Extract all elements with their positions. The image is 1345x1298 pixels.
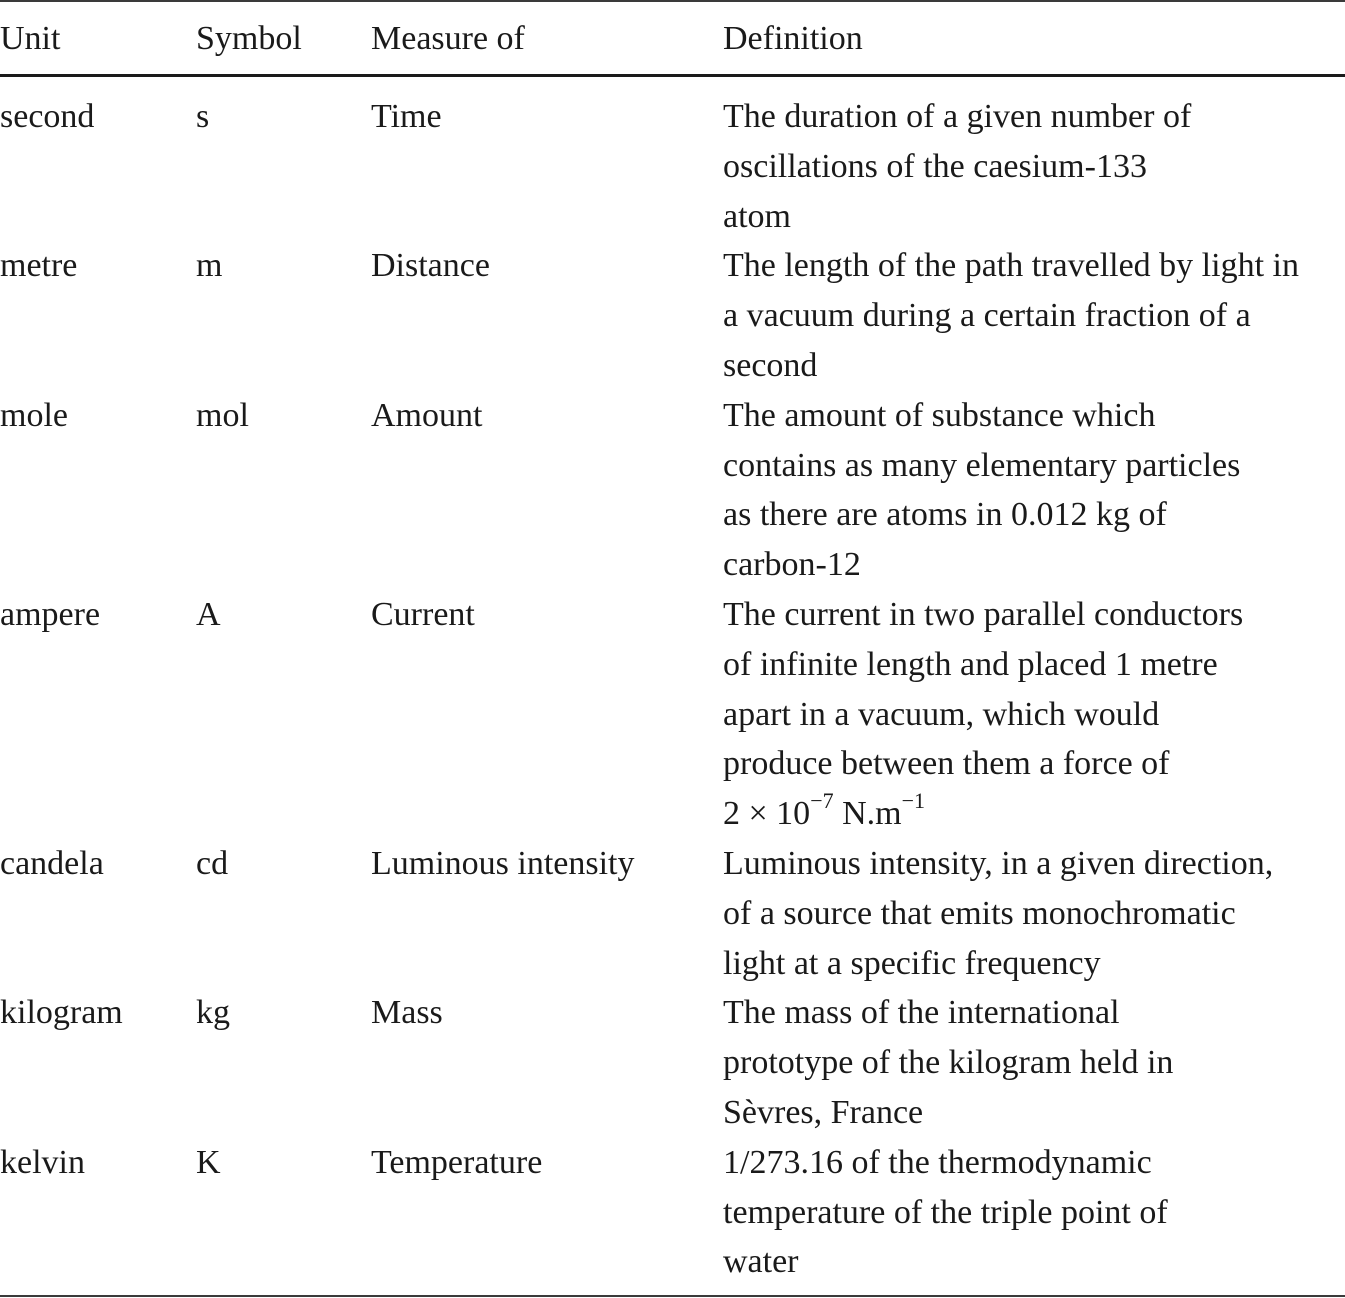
- table-row: ampere A Current The current in two para…: [0, 590, 1345, 839]
- cell-unit: kelvin: [0, 1143, 85, 1181]
- table-row: mole mol Amount The amount of substance …: [0, 391, 1345, 590]
- definition-line: of infinite length and placed 1 metre: [723, 645, 1218, 683]
- table-body: second s Time The duration of a given nu…: [0, 76, 1345, 1297]
- table-header: Unit Symbol Measure of Definition: [0, 1, 1345, 76]
- cell-symbol: K: [196, 1143, 221, 1181]
- definition-line: contains as many elementary particles: [723, 446, 1241, 484]
- cell-unit: kilogram: [0, 994, 123, 1032]
- definition-line: prototype of the kilogram held in: [723, 1044, 1174, 1082]
- table-row: candela cd Luminous intensity Luminous i…: [0, 839, 1345, 988]
- cell-definition: The mass of the international prototype …: [723, 988, 1345, 1137]
- definition-line: oscillations of the caesium-133: [723, 147, 1147, 185]
- header-definition: Definition: [723, 20, 863, 57]
- cell-measure: Amount: [371, 396, 483, 434]
- definition-line: The current in two parallel conductors: [723, 595, 1244, 633]
- definition-line: The duration of a given number of: [723, 98, 1192, 135]
- cell-unit: candela: [0, 844, 104, 882]
- cell-unit: metre: [0, 247, 78, 285]
- definition-line: The mass of the international: [723, 994, 1120, 1032]
- cell-definition: The amount of substance which contains a…: [723, 391, 1345, 590]
- cell-measure: Mass: [371, 994, 443, 1032]
- definition-line: a vacuum during a certain fraction of a: [723, 297, 1251, 335]
- table-row: kelvin K Temperature 1/273.16 of the the…: [0, 1138, 1345, 1297]
- cell-symbol: cd: [196, 844, 229, 882]
- definition-line: 1/273.16 of the thermodynamic: [723, 1143, 1152, 1181]
- definition-line: produce between them a force of: [723, 745, 1170, 783]
- definition-line: carbon-12: [723, 546, 861, 584]
- definition-line: Sèvres, France: [723, 1093, 924, 1131]
- header-measure: Measure of: [371, 20, 525, 57]
- header-unit: Unit: [0, 20, 61, 57]
- cell-unit: ampere: [0, 595, 101, 633]
- definition-line: as there are atoms in 0.012 kg of: [723, 496, 1167, 534]
- cell-unit: second: [0, 98, 95, 135]
- cell-definition: The duration of a given number of oscill…: [723, 76, 1345, 242]
- table-row: second s Time The duration of a given nu…: [0, 76, 1345, 242]
- formula-base: 2 × 10: [723, 795, 811, 833]
- cell-symbol: m: [196, 247, 223, 285]
- definition-line: The amount of substance which: [723, 396, 1156, 434]
- cell-measure: Temperature: [371, 1143, 543, 1181]
- formula-unit-exponent: −1: [901, 787, 926, 813]
- cell-measure: Luminous intensity: [371, 844, 635, 882]
- cell-symbol: s: [196, 98, 210, 135]
- definition-line: of a source that emits monochromatic: [723, 894, 1236, 932]
- table-row: metre m Distance The length of the path …: [0, 241, 1345, 390]
- cell-definition: The current in two parallel conductors o…: [723, 590, 1345, 839]
- cell-definition: 1/273.16 of the thermodynamic temperatur…: [723, 1138, 1345, 1296]
- definition-line: Luminous intensity, in a given direction…: [723, 844, 1274, 882]
- header-row: Unit Symbol Measure of Definition: [0, 1, 1345, 76]
- cell-measure: Current: [371, 595, 475, 633]
- cell-unit: mole: [0, 396, 68, 434]
- definition-line: water: [723, 1243, 799, 1281]
- definition-line: apart in a vacuum, which would: [723, 695, 1160, 733]
- cell-measure: Time: [371, 98, 442, 135]
- cell-symbol: A: [196, 595, 221, 633]
- definition-line: atom: [723, 197, 791, 235]
- definition-line: second: [723, 346, 818, 384]
- table-row: kilogram kg Mass The mass of the interna…: [0, 988, 1345, 1137]
- cell-definition: The length of the path travelled by ligh…: [723, 241, 1345, 390]
- definition-formula: 2 × 10−7 N.m−1: [723, 787, 1345, 839]
- header-symbol: Symbol: [196, 20, 302, 57]
- definition-line: The length of the path travelled by ligh…: [723, 247, 1299, 285]
- formula-unit: N.m: [833, 795, 902, 833]
- cell-definition: Luminous intensity, in a given direction…: [723, 839, 1345, 988]
- definition-line: temperature of the triple point of: [723, 1193, 1168, 1231]
- cell-symbol: kg: [196, 994, 230, 1032]
- cell-measure: Distance: [371, 247, 490, 285]
- cell-symbol: mol: [196, 396, 249, 434]
- formula-exponent: −7: [810, 787, 834, 813]
- definition-line: light at a specific frequency: [723, 944, 1101, 982]
